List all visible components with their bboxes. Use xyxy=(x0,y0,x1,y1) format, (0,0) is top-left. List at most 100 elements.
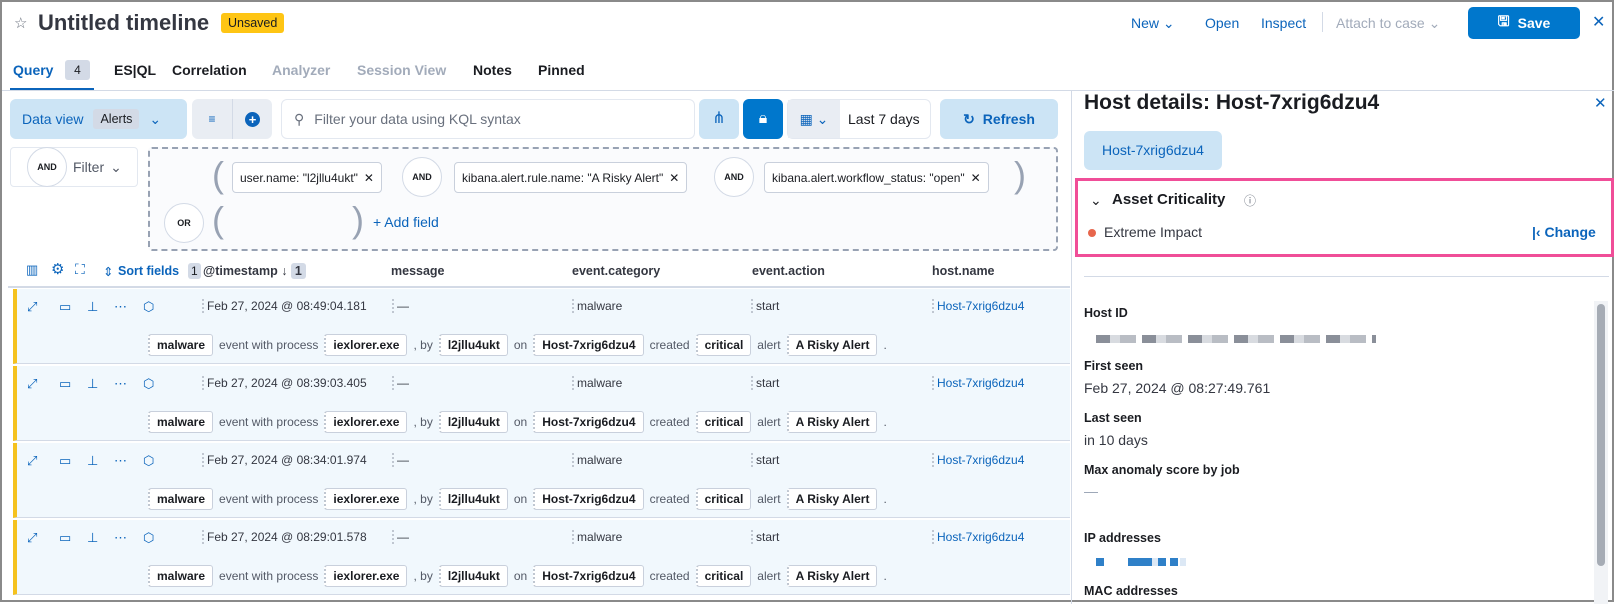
summary-text: , by xyxy=(413,492,433,506)
column-header-event-category[interactable]: event.category xyxy=(572,264,661,278)
analyze-event-icon[interactable]: ⬡ xyxy=(143,299,155,314)
host-name-link[interactable]: Host-7xrig6dzu4 xyxy=(932,453,1024,467)
add-field-button[interactable]: + Add field xyxy=(373,214,439,230)
summary-text: event with process xyxy=(219,415,319,429)
user-tag: l2jllu4ukt xyxy=(438,411,508,433)
panel-title: Host details: Host-7xrig6dzu4 xyxy=(1084,91,1380,114)
more-actions-icon[interactable]: ⋯ xyxy=(114,530,127,545)
close-icon[interactable]: ✕ xyxy=(1592,14,1606,31)
tab-correlation[interactable]: Correlation xyxy=(172,62,247,78)
sort-arrows-icon[interactable]: ⇕ xyxy=(103,265,114,279)
lock-button[interactable]: 🔒︎ xyxy=(743,99,783,139)
pin-icon[interactable]: ⊥ xyxy=(87,299,99,314)
host-name-link[interactable]: Host-7xrig6dzu4 xyxy=(932,299,1024,313)
expand-icon[interactable]: ⤢ xyxy=(27,376,38,391)
refresh-button[interactable]: ↻ Refresh xyxy=(940,99,1058,139)
or-operator[interactable]: OR xyxy=(164,203,204,243)
event-summary: malware event with process iexlorer.exe , b… xyxy=(148,565,887,587)
close-icon[interactable]: ✕ xyxy=(363,170,374,185)
column-header-host-name[interactable]: host.name xyxy=(932,264,995,278)
calendar-icon[interactable]: ▦ ⌄ xyxy=(788,100,840,138)
inspect-button[interactable]: Inspect xyxy=(1261,15,1307,31)
filter-pill[interactable]: kibana.alert.rule.name: "A Risky Alert" ✕ xyxy=(454,162,688,193)
column-header-event-action[interactable]: event.action xyxy=(752,264,825,278)
host-name-badge[interactable]: Host-7xrig6dzu4 xyxy=(1084,131,1222,170)
summary-text: on xyxy=(513,569,528,583)
and-operator[interactable]: AND xyxy=(714,157,754,197)
host-id-label: Host ID xyxy=(1084,306,1128,320)
timestamp-cell: Feb 27, 2024 @ 08:49:04.181 xyxy=(202,299,367,313)
open-button[interactable]: Open xyxy=(1205,15,1240,31)
event-summary: malware event with process iexlorer.exe , b… xyxy=(148,334,887,356)
close-panel-icon[interactable]: ✕ xyxy=(1594,95,1607,112)
sort-fields-button[interactable]: Sort fields xyxy=(118,264,180,278)
tab-pinned[interactable]: Pinned xyxy=(538,62,585,78)
host-name-link[interactable]: Host-7xrig6dzu4 xyxy=(932,376,1024,390)
event-summary: malware event with process iexlorer.exe , b… xyxy=(148,411,887,433)
comment-icon[interactable]: ▭ xyxy=(59,299,72,314)
star-icon[interactable]: ☆ xyxy=(14,15,28,32)
analyze-event-icon[interactable]: ⬡ xyxy=(143,376,155,391)
comment-icon[interactable]: ▭ xyxy=(59,376,72,391)
info-icon[interactable]: ⓘ xyxy=(1244,194,1257,208)
event-category-cell: malware xyxy=(572,299,622,313)
fullscreen-icon[interactable]: ⛶ xyxy=(75,261,85,277)
expand-icon[interactable]: ⤢ xyxy=(27,530,38,545)
tab-analyzer[interactable]: Analyzer xyxy=(272,62,331,78)
gear-icon[interactable]: ⚙ xyxy=(51,261,65,278)
new-button[interactable]: New ⌄ xyxy=(1131,15,1175,31)
analyze-event-icon[interactable]: ⬡ xyxy=(143,530,155,545)
tab-query[interactable]: Query xyxy=(13,62,54,78)
more-actions-icon[interactable]: ⋯ xyxy=(114,299,127,314)
table-row[interactable]: ⤢ ▭ ⊥ ⋯ ⬡ Feb 27, 2024 @ 08:29:01.578 — … xyxy=(13,520,1070,595)
message-cell: — xyxy=(392,299,409,313)
process-tag: iexlorer.exe xyxy=(324,488,408,510)
tab-esql[interactable]: ES|QL xyxy=(114,62,157,78)
analyze-event-icon[interactable]: ⬡ xyxy=(143,453,155,468)
more-actions-icon[interactable]: ⋯ xyxy=(114,453,127,468)
summary-text: on xyxy=(513,415,528,429)
close-icon[interactable]: ✕ xyxy=(669,170,680,185)
message-cell: — xyxy=(392,376,409,390)
filter-pill[interactable]: user.name: "l2jllu4ukt" ✕ xyxy=(232,162,382,193)
data-view-picker[interactable]: Data view Alerts ⌄ xyxy=(10,99,187,139)
close-icon[interactable]: ✕ xyxy=(970,170,981,185)
expand-icon[interactable]: ⤢ xyxy=(27,453,38,468)
add-filter-button[interactable]: + xyxy=(232,99,272,139)
category-tag: malware xyxy=(148,334,214,356)
and-operator[interactable]: AND xyxy=(402,157,442,197)
panel-scrollbar[interactable] xyxy=(1597,304,1605,566)
columns-icon[interactable]: ▥ xyxy=(26,262,39,277)
network-icon[interactable]: ⋔ xyxy=(699,99,739,139)
comment-icon[interactable]: ▭ xyxy=(59,530,72,545)
more-actions-icon[interactable]: ⋯ xyxy=(114,376,127,391)
column-header-timestamp[interactable]: @timestamp ↓ 1 xyxy=(203,263,306,279)
close-paren: ) xyxy=(1014,154,1026,195)
table-row[interactable]: ⤢ ▭ ⊥ ⋯ ⬡ Feb 27, 2024 @ 08:49:04.181 — … xyxy=(13,289,1070,364)
table-row[interactable]: ⤢ ▭ ⊥ ⋯ ⬡ Feb 27, 2024 @ 08:39:03.405 — … xyxy=(13,366,1070,441)
comment-icon[interactable]: ▭ xyxy=(59,453,72,468)
tab-session-view[interactable]: Session View xyxy=(357,62,447,78)
chevron-down-icon[interactable]: ⌄ xyxy=(1090,192,1102,208)
attach-to-case-button[interactable]: Attach to case ⌄ xyxy=(1336,15,1441,31)
save-button[interactable]: 🖫 Save xyxy=(1468,7,1580,39)
pin-icon[interactable]: ⊥ xyxy=(87,376,99,391)
filter-options-button[interactable]: ≡ xyxy=(192,99,232,139)
column-header-message[interactable]: message xyxy=(391,264,445,278)
asset-criticality-section xyxy=(1075,178,1614,257)
and-filter-button[interactable]: AND Filter ⌄ xyxy=(10,147,138,187)
kql-search-input[interactable]: ⚲ Filter your data using KQL syntax xyxy=(281,99,695,139)
filter-pill[interactable]: kibana.alert.workflow_status: "open" ✕ xyxy=(764,162,989,193)
tab-notes[interactable]: Notes xyxy=(473,62,512,78)
change-criticality-button[interactable]: |‹ Change xyxy=(1532,224,1596,240)
rule-tag: A Risky Alert xyxy=(786,411,878,433)
pin-icon[interactable]: ⊥ xyxy=(87,453,99,468)
summary-text: alert xyxy=(757,569,781,583)
anomaly-value: — xyxy=(1084,483,1098,499)
pin-icon[interactable]: ⊥ xyxy=(87,530,99,545)
expand-icon[interactable]: ⤢ xyxy=(27,299,38,314)
table-row[interactable]: ⤢ ▭ ⊥ ⋯ ⬡ Feb 27, 2024 @ 08:34:01.974 — … xyxy=(13,443,1070,518)
event-category-cell: malware xyxy=(572,453,622,467)
date-picker[interactable]: ▦ ⌄ Last 7 days xyxy=(787,99,931,139)
host-name-link[interactable]: Host-7xrig6dzu4 xyxy=(932,530,1024,544)
